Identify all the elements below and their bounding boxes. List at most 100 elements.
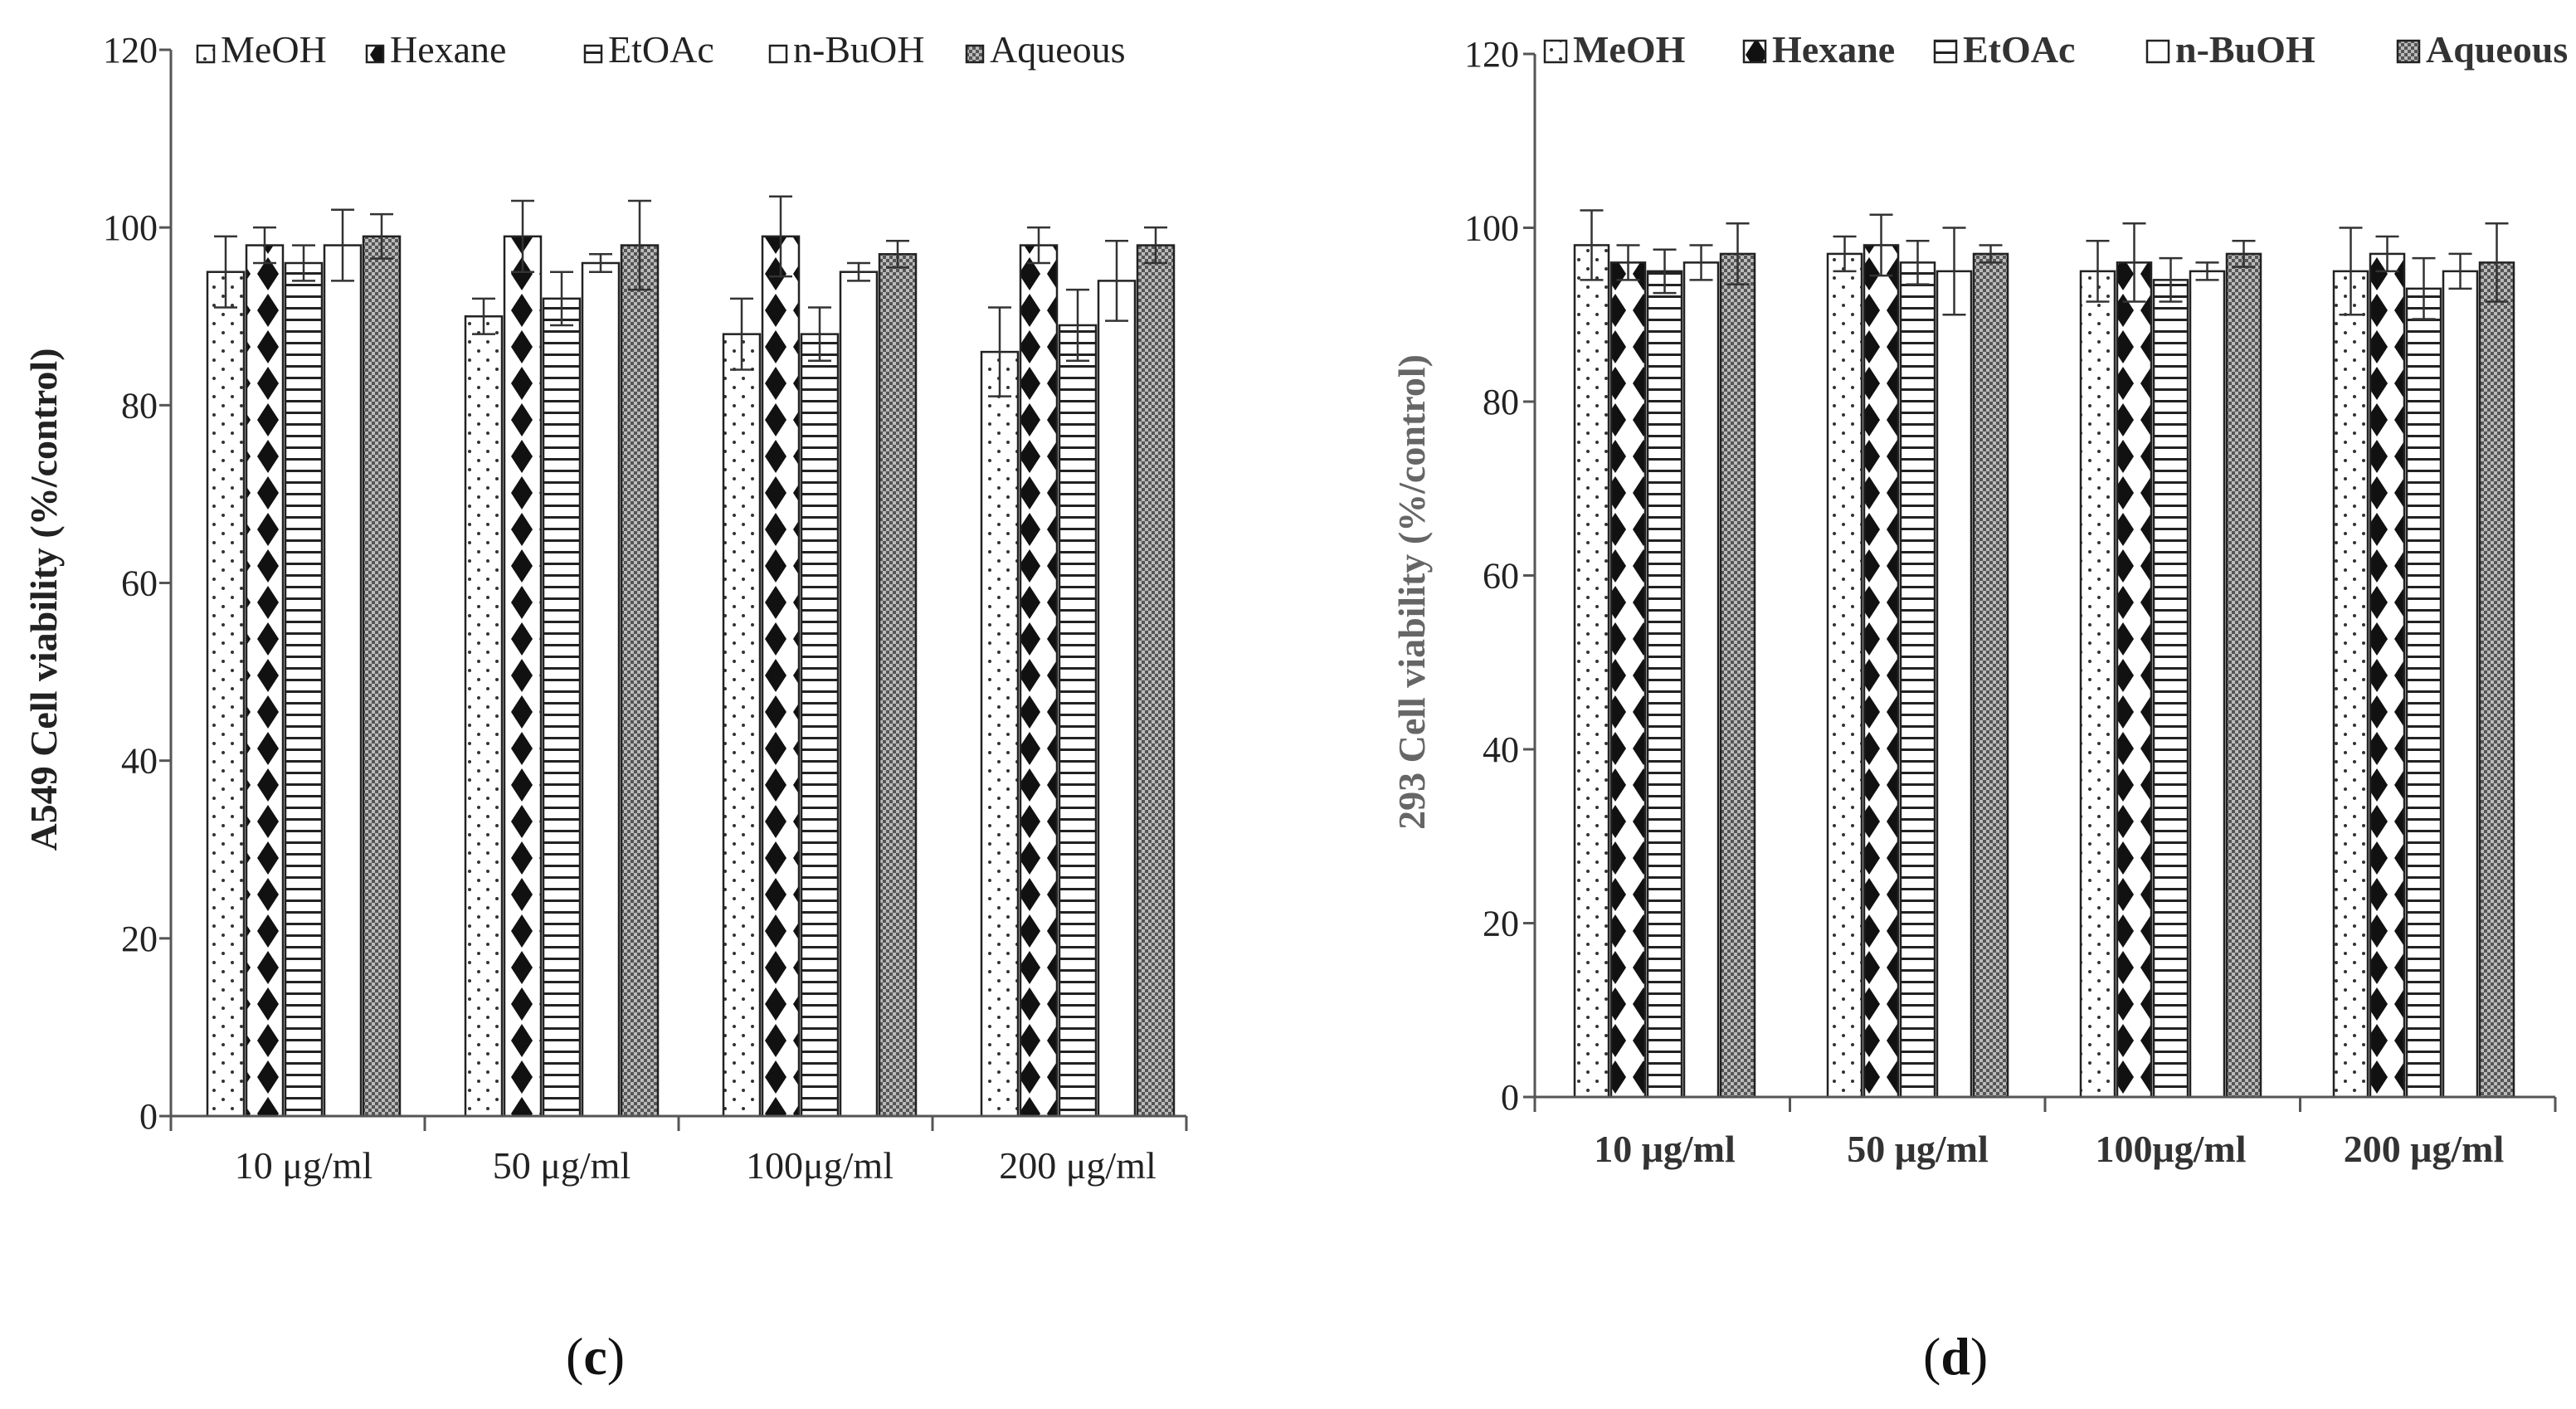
legend-c: MeOH Hexane EtOAc n-BuOH Aqueous: [196, 28, 1126, 71]
error-bar-meoh-3: [2086, 239, 2110, 303]
x-category-label: 200 μg/ml: [999, 1144, 1157, 1187]
error-bar-etoac-4: [2412, 256, 2436, 320]
legend-label-etoac: EtOAc: [1963, 28, 2075, 71]
bar-etoac-3: [800, 333, 840, 1118]
x-category-label: 50 μg/ml: [493, 1144, 631, 1187]
bar-aqueous-4: [2478, 261, 2515, 1099]
x-category-label: 100μg/ml: [746, 1144, 894, 1187]
y-tick-label: 80: [121, 385, 158, 426]
error-bar-meoh-3: [730, 297, 753, 371]
bar-n-buoh-2: [1936, 270, 1973, 1099]
bar-n-buoh-1: [1682, 261, 1720, 1099]
y-tick-label: 40: [121, 741, 158, 782]
legend-swatch-hexane: [365, 44, 385, 64]
bar-aqueous-3: [878, 253, 918, 1118]
error-bar-hexane-2: [511, 199, 534, 273]
bar-meoh-3: [722, 333, 762, 1118]
panel-label-d: (d): [1923, 1327, 1989, 1386]
chart-d: MeOH Hexane EtOAc n-BuOH Aqueous 0 20 40 60 80 10…: [1390, 28, 2568, 1170]
error-bar-etoac-1: [1653, 248, 1677, 295]
bar-n-buoh-2: [581, 261, 621, 1118]
error-bar-meoh-2: [472, 297, 495, 335]
y-tick-label: 0: [139, 1096, 158, 1137]
bar-n-buoh-4: [2442, 270, 2479, 1099]
bars-c: [206, 195, 1176, 1118]
bar-etoac-4: [2405, 287, 2442, 1099]
y-tick-label: 40: [1483, 729, 1519, 770]
legend-swatch-aqueous: [965, 44, 985, 64]
y-tick-label: 20: [121, 919, 158, 959]
bar-hexane-4: [2369, 252, 2406, 1099]
bar-etoac-4: [1058, 324, 1098, 1118]
legend-swatch-aqueous: [2396, 39, 2421, 64]
error-bar-hexane-1: [253, 226, 276, 265]
error-bar-n-buoh-2: [1942, 227, 1966, 316]
x-category-label: 10 μg/ml: [235, 1144, 373, 1187]
y-tick-label: 60: [1483, 556, 1519, 597]
error-bar-hexane-4: [1027, 226, 1050, 265]
error-bar-etoac-2: [550, 271, 573, 327]
bar-meoh-1: [1573, 244, 1610, 1099]
error-bar-n-buoh-4: [1105, 239, 1128, 322]
bar-hexane-1: [1609, 261, 1647, 1099]
y-tick-label: 100: [1464, 208, 1519, 249]
bar-hexane-2: [1863, 244, 1900, 1099]
error-bar-hexane-3: [2122, 222, 2146, 303]
x-category-label: 100μg/ml: [2096, 1128, 2247, 1170]
error-bar-aqueous-3: [2232, 239, 2256, 268]
error-bar-hexane-1: [1616, 244, 1640, 281]
error-bar-etoac-1: [292, 244, 315, 282]
error-bar-etoac-3: [808, 306, 831, 363]
legend-label-aqueous: Aqueous: [990, 28, 1126, 71]
y-tick-label: 0: [1501, 1077, 1519, 1118]
bar-meoh-2: [464, 315, 504, 1118]
error-bar-n-buoh-3: [2195, 261, 2219, 281]
error-bar-aqueous-1: [1726, 222, 1750, 285]
legend-label-meoh: MeOH: [221, 28, 327, 71]
y-tick-label: 100: [103, 207, 158, 248]
error-bar-etoac-3: [2159, 256, 2183, 303]
error-bar-aqueous-3: [886, 239, 909, 269]
error-bar-meoh-1: [1580, 209, 1604, 281]
bar-meoh-4: [980, 350, 1020, 1118]
y-tick-label: 80: [1483, 382, 1519, 422]
y-axis-title: A549 Cell viability (%/control): [22, 348, 65, 851]
bars-d: [1573, 209, 2515, 1099]
legend-label-etoac: EtOAc: [608, 28, 714, 71]
error-bar-aqueous-4: [2485, 222, 2509, 303]
chart-c: MeOH Hexane EtOAc n-BuOH Aqueous 0 20 40 60 80 10…: [22, 28, 1188, 1187]
legend-swatch-etoac: [1933, 39, 1958, 64]
legend-swatch-meoh: [1543, 39, 1568, 64]
bar-hexane-3: [2116, 261, 2153, 1099]
y-tick-label: 120: [1464, 34, 1519, 75]
error-bar-meoh-4: [988, 306, 1011, 397]
bar-meoh-1: [206, 271, 246, 1118]
panel-label-c: (c): [566, 1327, 626, 1386]
bar-aqueous-4: [1136, 244, 1176, 1118]
error-bar-aqueous-1: [370, 212, 393, 260]
bar-aqueous-1: [362, 235, 402, 1118]
error-bar-aqueous-2: [628, 199, 651, 291]
bar-etoac-3: [2152, 279, 2189, 1099]
legend-label-meoh: MeOH: [1573, 28, 1686, 71]
bar-n-buoh-3: [2189, 270, 2226, 1099]
x-category-label: 50 μg/ml: [1847, 1128, 1988, 1170]
legend-label-n-buoh: n-BuOH: [2175, 28, 2315, 71]
error-bar-aqueous-2: [1979, 244, 2003, 264]
y-tick-label: 60: [121, 563, 158, 604]
error-bar-hexane-2: [1869, 213, 1893, 277]
error-bar-n-buoh-1: [331, 208, 354, 282]
bar-etoac-1: [1646, 270, 1683, 1099]
y-axis-d: 0 20 40 60 80 100 120 293 Cell viability (%/con…: [1390, 34, 1536, 1118]
y-axis-c: 0 20 40 60 80 100 120 A549 Cell viability (%/co…: [22, 30, 173, 1137]
legend-swatch-meoh: [196, 44, 216, 64]
error-bar-hexane-4: [2375, 235, 2399, 273]
x-axis-c: 10 μg/ml 50 μg/ml 100μg/ml 200 μg/ml: [169, 1114, 1188, 1187]
error-bar-aqueous-4: [1144, 226, 1167, 265]
error-bar-etoac-4: [1066, 288, 1089, 363]
bar-aqueous-2: [1972, 252, 2009, 1099]
bar-hexane-2: [503, 235, 543, 1118]
legend-d: MeOH Hexane EtOAc n-BuOH Aqueous: [1543, 28, 2568, 71]
error-bar-hexane-3: [769, 195, 792, 278]
bar-aqueous-1: [1719, 252, 1756, 1099]
